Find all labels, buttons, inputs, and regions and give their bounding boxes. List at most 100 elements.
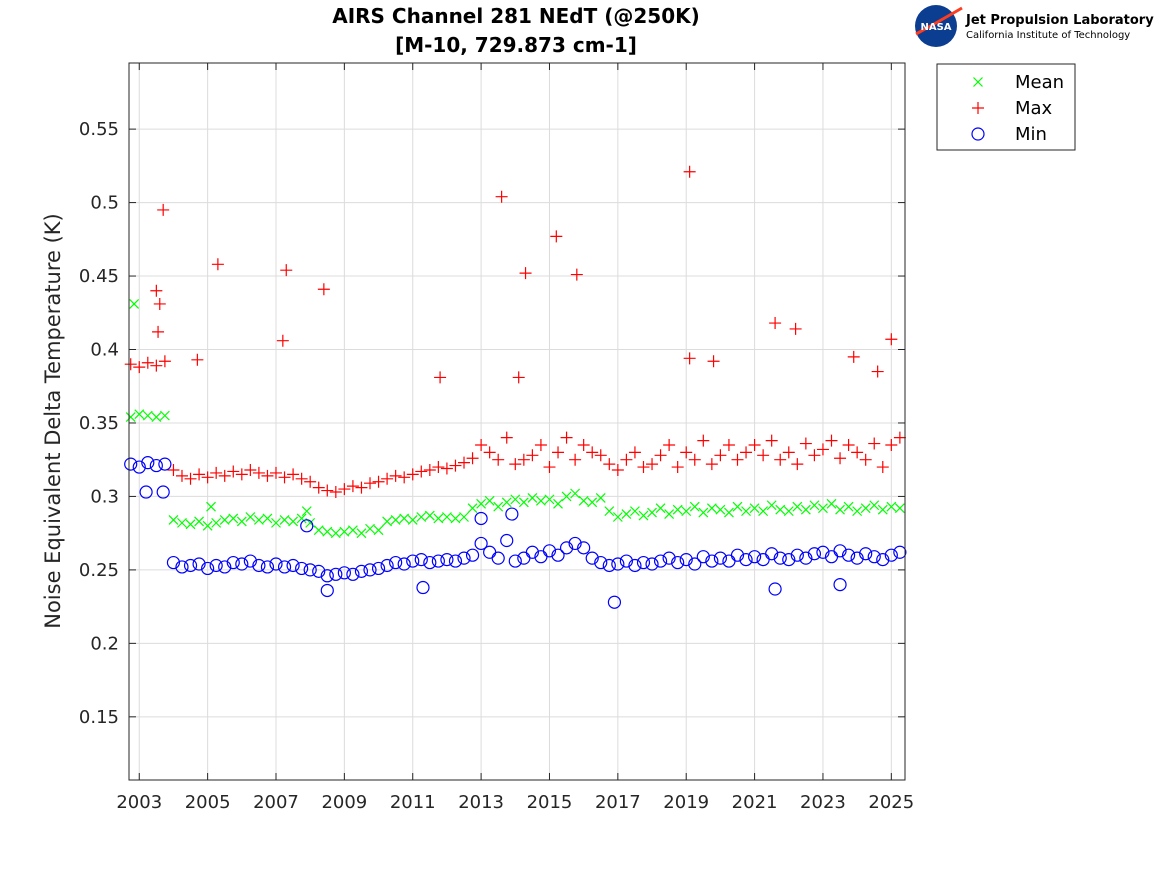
point-max xyxy=(201,471,214,484)
point-max xyxy=(868,437,881,450)
point-mean xyxy=(365,523,375,534)
point-max xyxy=(731,453,744,466)
outlier-max xyxy=(683,165,696,178)
point-mean xyxy=(330,528,341,539)
point-min xyxy=(406,554,420,568)
point-mean xyxy=(783,506,794,517)
point-mean xyxy=(484,495,495,506)
point-min xyxy=(730,548,745,562)
point-max xyxy=(295,472,308,485)
point-min xyxy=(765,547,779,561)
point-max xyxy=(748,439,761,452)
point-min xyxy=(790,548,804,562)
point-max xyxy=(415,465,428,478)
x-tick-label: 2015 xyxy=(527,792,573,813)
point-mean xyxy=(356,528,367,539)
point-min xyxy=(457,551,471,565)
data-marks xyxy=(124,165,907,609)
point-max xyxy=(851,446,864,459)
point-max xyxy=(586,446,599,459)
outlier-max xyxy=(789,322,802,335)
x-tick-label: 2009 xyxy=(321,792,367,813)
point-max xyxy=(475,439,488,452)
point-min xyxy=(508,554,522,568)
point-mean xyxy=(655,503,666,514)
outlier-mean xyxy=(301,506,312,517)
point-mean xyxy=(758,506,769,517)
point-min xyxy=(423,555,437,570)
point-mean xyxy=(749,503,760,514)
point-max xyxy=(458,456,471,469)
outlier-max xyxy=(152,325,165,338)
point-mean xyxy=(407,515,418,525)
point-min xyxy=(235,557,249,571)
point-min xyxy=(303,563,317,577)
point-min xyxy=(286,558,300,573)
point-max xyxy=(321,484,334,497)
point-mean xyxy=(672,504,683,515)
point-min xyxy=(440,553,454,567)
point-mean xyxy=(382,516,393,527)
point-mean xyxy=(809,500,820,511)
point-mean xyxy=(604,506,615,517)
outlier-max xyxy=(434,371,447,384)
point-min xyxy=(209,558,223,573)
point-min xyxy=(124,457,138,471)
outlier-max xyxy=(550,230,563,243)
series-min xyxy=(124,456,907,609)
point-min xyxy=(884,548,898,562)
point-max xyxy=(517,453,530,466)
point-mean xyxy=(877,504,888,515)
point-mean xyxy=(860,503,871,514)
point-max xyxy=(569,453,582,466)
point-min xyxy=(696,550,710,564)
point-min xyxy=(850,551,864,565)
outlier-max xyxy=(707,355,720,368)
point-max xyxy=(466,452,479,465)
point-max xyxy=(141,356,154,369)
point-max xyxy=(492,453,505,466)
point-max xyxy=(133,361,146,374)
point-max xyxy=(287,468,300,481)
outlier-max xyxy=(317,283,330,296)
point-mean xyxy=(724,507,734,518)
point-mean xyxy=(869,500,880,511)
point-mean xyxy=(553,498,563,509)
point-min xyxy=(141,456,155,470)
point-mean xyxy=(800,504,811,515)
point-min xyxy=(671,555,685,570)
point-mean xyxy=(211,517,222,528)
point-mean xyxy=(595,492,606,503)
point-min xyxy=(431,554,445,568)
point-max xyxy=(885,439,898,452)
point-min xyxy=(645,557,659,571)
point-min xyxy=(799,551,813,565)
point-max xyxy=(423,463,436,476)
point-min xyxy=(500,533,514,548)
point-mean xyxy=(142,410,153,421)
point-max xyxy=(244,463,257,476)
point-mean xyxy=(159,410,170,421)
point-max xyxy=(834,452,847,465)
point-min xyxy=(653,554,668,568)
point-max xyxy=(381,472,394,485)
outlier-max xyxy=(871,365,884,378)
point-mean xyxy=(467,503,478,514)
legend: Mean Max Min xyxy=(936,63,1076,151)
point-min xyxy=(688,557,702,571)
point-max xyxy=(158,355,171,368)
x-tick-label: 2007 xyxy=(253,792,299,813)
point-min xyxy=(158,457,172,471)
point-mean xyxy=(570,488,581,499)
chart-title-line1: AIRS Channel 281 NEdT (@250K) xyxy=(332,4,700,28)
point-max xyxy=(722,439,735,452)
point-max xyxy=(389,469,402,482)
x-tick-label: 2021 xyxy=(732,792,778,813)
point-mean xyxy=(313,525,324,536)
point-max xyxy=(663,439,676,452)
point-min xyxy=(705,554,719,568)
y-tick-label: 0.2 xyxy=(90,633,119,654)
point-mean xyxy=(561,491,572,502)
outlier-min xyxy=(607,595,622,609)
